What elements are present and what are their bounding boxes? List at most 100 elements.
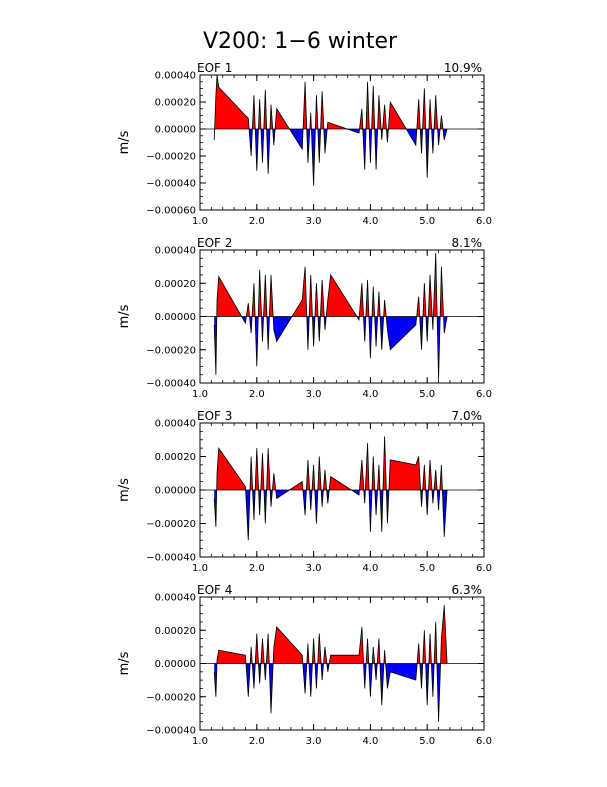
positive-area-21 — [326, 274, 357, 317]
x-tick-label: 2.0 — [249, 216, 265, 227]
negative-area-0 — [214, 316, 217, 375]
negative-area-44 — [442, 490, 448, 537]
plot-frame — [199, 74, 485, 211]
positive-area-35 — [388, 456, 421, 490]
negative-area-2 — [246, 663, 251, 697]
x-tick-label: 3.0 — [306, 389, 322, 400]
positive-area-13 — [292, 266, 307, 317]
variance-label: 8.1% — [452, 236, 483, 250]
y-tick-label: 0.00020 — [155, 279, 196, 290]
series-line — [213, 605, 448, 722]
panel-label: EOF 3 — [197, 409, 232, 423]
x-tick-label: 2.0 — [249, 736, 265, 747]
y-tick-label: −0.00020 — [146, 152, 196, 163]
x-tick-label: 6.0 — [476, 736, 492, 747]
positive-area-13 — [303, 81, 307, 129]
x-tick-label: 4.0 — [362, 563, 378, 574]
negative-area-32 — [386, 316, 417, 350]
negative-area-10 — [269, 663, 274, 714]
panels: 0.00040 0.00020 0.00000 −0.00020 −0.00040 −0.… — [117, 61, 492, 747]
positive-area-23 — [359, 283, 364, 317]
positive-area-31 — [382, 104, 387, 129]
y-tick-label: 0.00020 — [155, 626, 196, 637]
y-tick-label: −0.00020 — [146, 345, 196, 356]
variance-label: 10.9% — [444, 61, 482, 75]
y-tick-label: −0.00040 — [146, 726, 196, 737]
positive-area-1 — [216, 276, 242, 317]
y-tick-label: 0.00040 — [155, 246, 196, 257]
x-tick-label: 1.0 — [192, 389, 208, 400]
panel-eof-1: 0.00040 0.00020 0.00000 −0.00020 −0.00040 −0.… — [117, 61, 492, 227]
variance-label: 7.0% — [452, 409, 483, 423]
positive-area-1 — [216, 650, 247, 664]
positive-area-19 — [320, 279, 325, 317]
y-tick-label: 0.00000 — [155, 125, 196, 136]
y-tick-label: 0.00020 — [155, 98, 196, 109]
y-tick-label: 0.00040 — [155, 593, 196, 604]
y-tick-label: −0.00020 — [146, 519, 196, 530]
positive-area-11 — [273, 626, 303, 664]
x-tick-label: 3.0 — [306, 736, 322, 747]
x-tick-label: 4.0 — [362, 736, 378, 747]
x-tick-label: 1.0 — [192, 216, 208, 227]
y-tick-label: 0.00000 — [155, 312, 196, 323]
y-tick-label: −0.00040 — [146, 379, 196, 390]
x-tick-label: 1.0 — [192, 563, 208, 574]
y-axis-label: m/s — [117, 651, 132, 675]
x-tick-label: 4.0 — [362, 216, 378, 227]
x-tick-label: 5.0 — [419, 389, 435, 400]
negative-area-12 — [302, 663, 307, 694]
y-tick-label: 0.00020 — [155, 452, 196, 463]
y-tick-label: 0.00040 — [155, 71, 196, 82]
x-tick-label: 3.0 — [306, 216, 322, 227]
x-tick-label: 1.0 — [192, 736, 208, 747]
y-tick-label: −0.00020 — [146, 692, 196, 703]
negative-area-24 — [368, 663, 373, 697]
positive-area-1 — [216, 448, 246, 490]
figure-title: V200: 1−6 winter — [203, 29, 398, 54]
y-tick-label: 0.00000 — [155, 486, 196, 497]
panel-label: EOF 1 — [197, 61, 232, 75]
negative-area-16 — [311, 129, 316, 186]
negative-area-38 — [436, 663, 441, 722]
panel-eof-2: 0.00040 0.00020 0.00000 −0.00020 −0.000401.0… — [117, 236, 492, 400]
y-tick-label: −0.00060 — [146, 206, 196, 217]
positive-area-39 — [440, 605, 448, 664]
x-tick-label: 2.0 — [249, 563, 265, 574]
positive-area-25 — [359, 459, 364, 490]
variance-label: 6.3% — [452, 583, 483, 597]
negative-area-30 — [380, 316, 384, 350]
y-axis-label: m/s — [117, 478, 132, 502]
positive-area-1 — [214, 75, 250, 129]
y-tick-label: −0.00040 — [146, 553, 196, 564]
panel-eof-4: 0.00040 0.00020 0.00000 −0.00020 −0.000401.0… — [117, 583, 492, 747]
y-tick-label: −0.00040 — [146, 179, 196, 190]
x-tick-label: 4.0 — [362, 389, 378, 400]
positive-area-21 — [329, 626, 364, 664]
negative-area-28 — [379, 663, 384, 706]
series-line — [213, 253, 448, 380]
positive-area-33 — [388, 102, 407, 129]
x-tick-label: 5.0 — [419, 736, 435, 747]
negative-area-2 — [245, 490, 250, 541]
positive-area-5 — [255, 448, 259, 490]
negative-area-14 — [308, 663, 313, 697]
series-line — [213, 436, 448, 541]
positive-area-37 — [428, 274, 433, 317]
x-tick-label: 3.0 — [306, 563, 322, 574]
y-axis-label: m/s — [117, 304, 132, 328]
x-tick-label: 5.0 — [419, 216, 435, 227]
x-tick-label: 5.0 — [419, 563, 435, 574]
negative-area-0 — [214, 663, 217, 697]
negative-area-30 — [385, 663, 418, 689]
panel-eof-3: 0.00040 0.00020 0.00000 −0.00020 −0.000401.0… — [117, 409, 492, 574]
negative-area-12 — [273, 316, 293, 342]
panel-label: EOF 4 — [197, 583, 232, 597]
x-tick-label: 6.0 — [476, 563, 492, 574]
y-tick-label: 0.00040 — [155, 419, 196, 430]
y-tick-label: 0.00000 — [155, 659, 196, 670]
y-axis-label: m/s — [117, 130, 132, 154]
x-tick-label: 6.0 — [476, 216, 492, 227]
panel-label: EOF 2 — [197, 236, 232, 250]
